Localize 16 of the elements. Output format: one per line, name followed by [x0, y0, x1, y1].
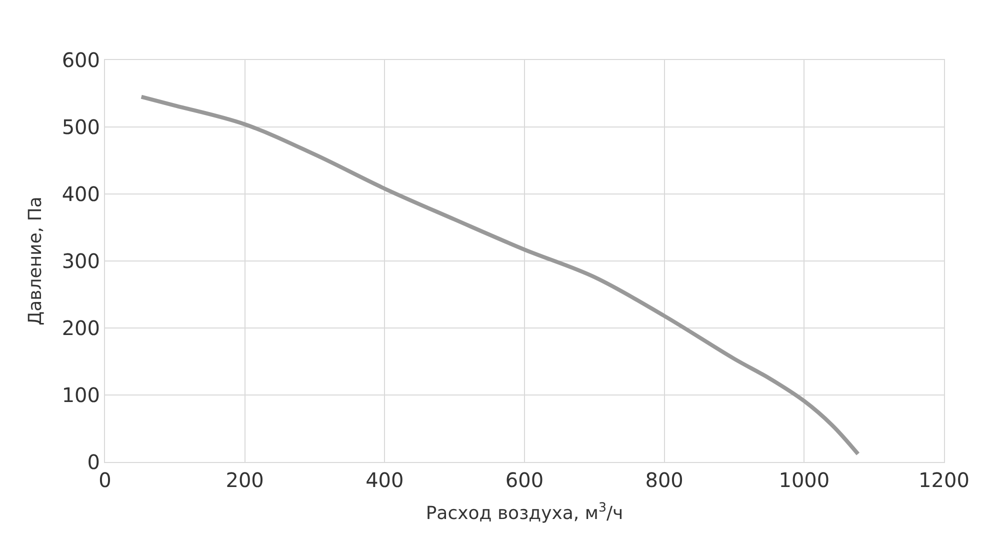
x-axis-title: Расход воздуха, м$^{3}$/ч	[426, 500, 624, 524]
y-tick-label: 600	[62, 48, 100, 72]
x-tick-label: 1000	[778, 468, 830, 492]
line-series	[139, 94, 860, 456]
x-tick-label: 800	[645, 468, 684, 492]
y-tick-label: 0	[87, 450, 100, 474]
y-axis-title: Давление, Па	[25, 196, 46, 326]
y-tick-label: 100	[62, 383, 100, 407]
y-tick-label: 400	[62, 182, 100, 206]
y-tick-label: 200	[62, 316, 100, 340]
x-tick-label: 1200	[918, 468, 970, 492]
y-tick-label: 500	[62, 115, 100, 139]
x-tick-label: 400	[366, 468, 404, 492]
y-tick-label: 300	[62, 249, 100, 273]
x-tick-label: 200	[226, 468, 264, 492]
x-tick-label: 600	[505, 468, 544, 492]
